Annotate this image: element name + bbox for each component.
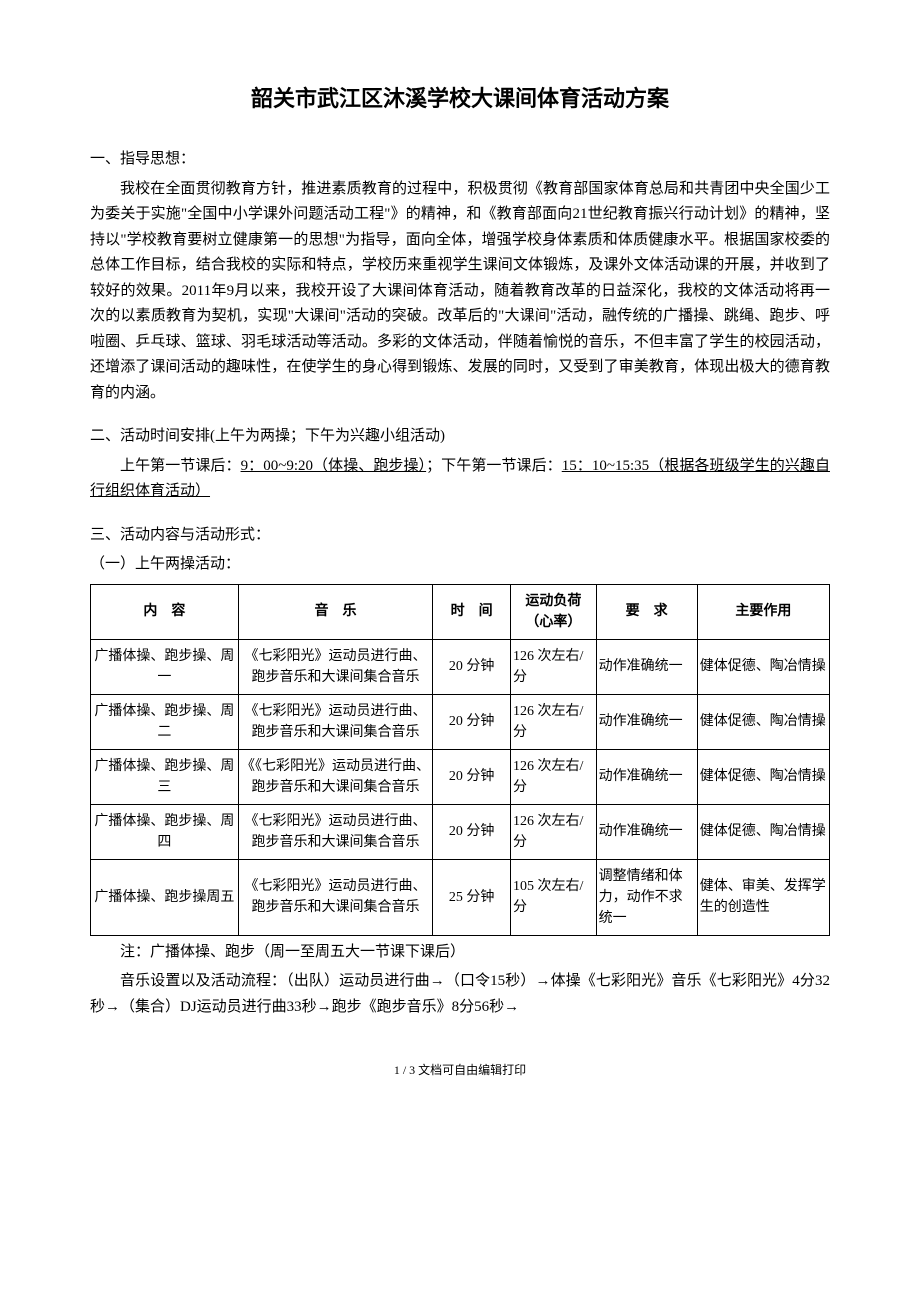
cell-load: 126 次左右/分 <box>511 804 597 859</box>
cell-load: 126 次左右/分 <box>511 749 597 804</box>
header-req: 要 求 <box>596 584 697 639</box>
header-time: 时 间 <box>433 584 511 639</box>
cell-music: 《《七彩阳光》运动员进行曲、跑步音乐和大课间集合音乐 <box>238 749 432 804</box>
cell-time: 20 分钟 <box>433 639 511 694</box>
table-row: 广播体操、跑步操、周三 《《七彩阳光》运动员进行曲、跑步音乐和大课间集合音乐 2… <box>91 749 830 804</box>
cell-req: 动作准确统一 <box>596 639 697 694</box>
cell-time: 25 分钟 <box>433 859 511 935</box>
cell-effect: 健体促德、陶冶情操 <box>697 749 829 804</box>
section2-mid: ；下午第一节课后： <box>426 458 562 474</box>
cell-content: 广播体操、跑步操、周三 <box>91 749 239 804</box>
cell-time: 20 分钟 <box>433 749 511 804</box>
note-line1: 注：广播体操、跑步（周一至周五大一节课下课后） <box>90 940 830 966</box>
cell-req: 动作准确统一 <box>596 804 697 859</box>
section3-heading: 三、活动内容与活动形式： <box>90 523 830 549</box>
section2-heading: 二、活动时间安排(上午为两操；下午为兴趣小组活动) <box>90 424 830 450</box>
table-row: 广播体操、跑步操、周一 《七彩阳光》运动员进行曲、跑步音乐和大课间集合音乐 20… <box>91 639 830 694</box>
cell-content: 广播体操、跑步操周五 <box>91 859 239 935</box>
cell-effect: 健体、审美、发挥学生的创造性 <box>697 859 829 935</box>
cell-music: 《七彩阳光》运动员进行曲、跑步音乐和大课间集合音乐 <box>238 694 432 749</box>
section2-body: 上午第一节课后：9：00~9:20（体操、跑步操）；下午第一节课后：15：10~… <box>90 454 830 505</box>
cell-effect: 健体促德、陶冶情操 <box>697 804 829 859</box>
schedule-table: 内 容 音 乐 时 间 运动负荷（心率） 要 求 主要作用 广播体操、跑步操、周… <box>90 584 830 936</box>
cell-music: 《七彩阳光》运动员进行曲、跑步音乐和大课间集合音乐 <box>238 639 432 694</box>
cell-content: 广播体操、跑步操、周二 <box>91 694 239 749</box>
section2-underline1: 9：00~9:20（体操、跑步操） <box>241 458 427 474</box>
header-load: 运动负荷（心率） <box>511 584 597 639</box>
section2-prefix: 上午第一节课后： <box>120 458 241 474</box>
table-row: 广播体操、跑步操周五 《七彩阳光》运动员进行曲、跑步音乐和大课间集合音乐 25 … <box>91 859 830 935</box>
cell-music: 《七彩阳光》运动员进行曲、跑步音乐和大课间集合音乐 <box>238 859 432 935</box>
page-footer: 1 / 3 文档可自由编辑打印 <box>90 1060 830 1080</box>
section1-heading: 一、指导思想： <box>90 147 830 173</box>
note-line2: 音乐设置以及活动流程：（出队）运动员进行曲→（口令15秒）→体操《七彩阳光》音乐… <box>90 969 830 1020</box>
cell-load: 126 次左右/分 <box>511 694 597 749</box>
table-header-row: 内 容 音 乐 时 间 运动负荷（心率） 要 求 主要作用 <box>91 584 830 639</box>
section3-subheading: （一）上午两操活动： <box>90 552 830 578</box>
document-title: 韶关市武江区沐溪学校大课间体育活动方案 <box>90 80 830 117</box>
header-effect: 主要作用 <box>697 584 829 639</box>
section1-body: 我校在全面贯彻教育方针，推进素质教育的过程中，积极贯彻《教育部国家体育总局和共青… <box>90 177 830 407</box>
cell-content: 广播体操、跑步操、周四 <box>91 804 239 859</box>
table-row: 广播体操、跑步操、周二 《七彩阳光》运动员进行曲、跑步音乐和大课间集合音乐 20… <box>91 694 830 749</box>
cell-req: 动作准确统一 <box>596 694 697 749</box>
cell-effect: 健体促德、陶冶情操 <box>697 694 829 749</box>
cell-load: 126 次左右/分 <box>511 639 597 694</box>
cell-time: 20 分钟 <box>433 694 511 749</box>
cell-effect: 健体促德、陶冶情操 <box>697 639 829 694</box>
table-row: 广播体操、跑步操、周四 《七彩阳光》运动员进行曲、跑步音乐和大课间集合音乐 20… <box>91 804 830 859</box>
cell-req: 调整情绪和体力，动作不求统一 <box>596 859 697 935</box>
cell-req: 动作准确统一 <box>596 749 697 804</box>
cell-content: 广播体操、跑步操、周一 <box>91 639 239 694</box>
header-music: 音 乐 <box>238 584 432 639</box>
header-content: 内 容 <box>91 584 239 639</box>
cell-music: 《七彩阳光》运动员进行曲、跑步音乐和大课间集合音乐 <box>238 804 432 859</box>
cell-time: 20 分钟 <box>433 804 511 859</box>
cell-load: 105 次左右/分 <box>511 859 597 935</box>
